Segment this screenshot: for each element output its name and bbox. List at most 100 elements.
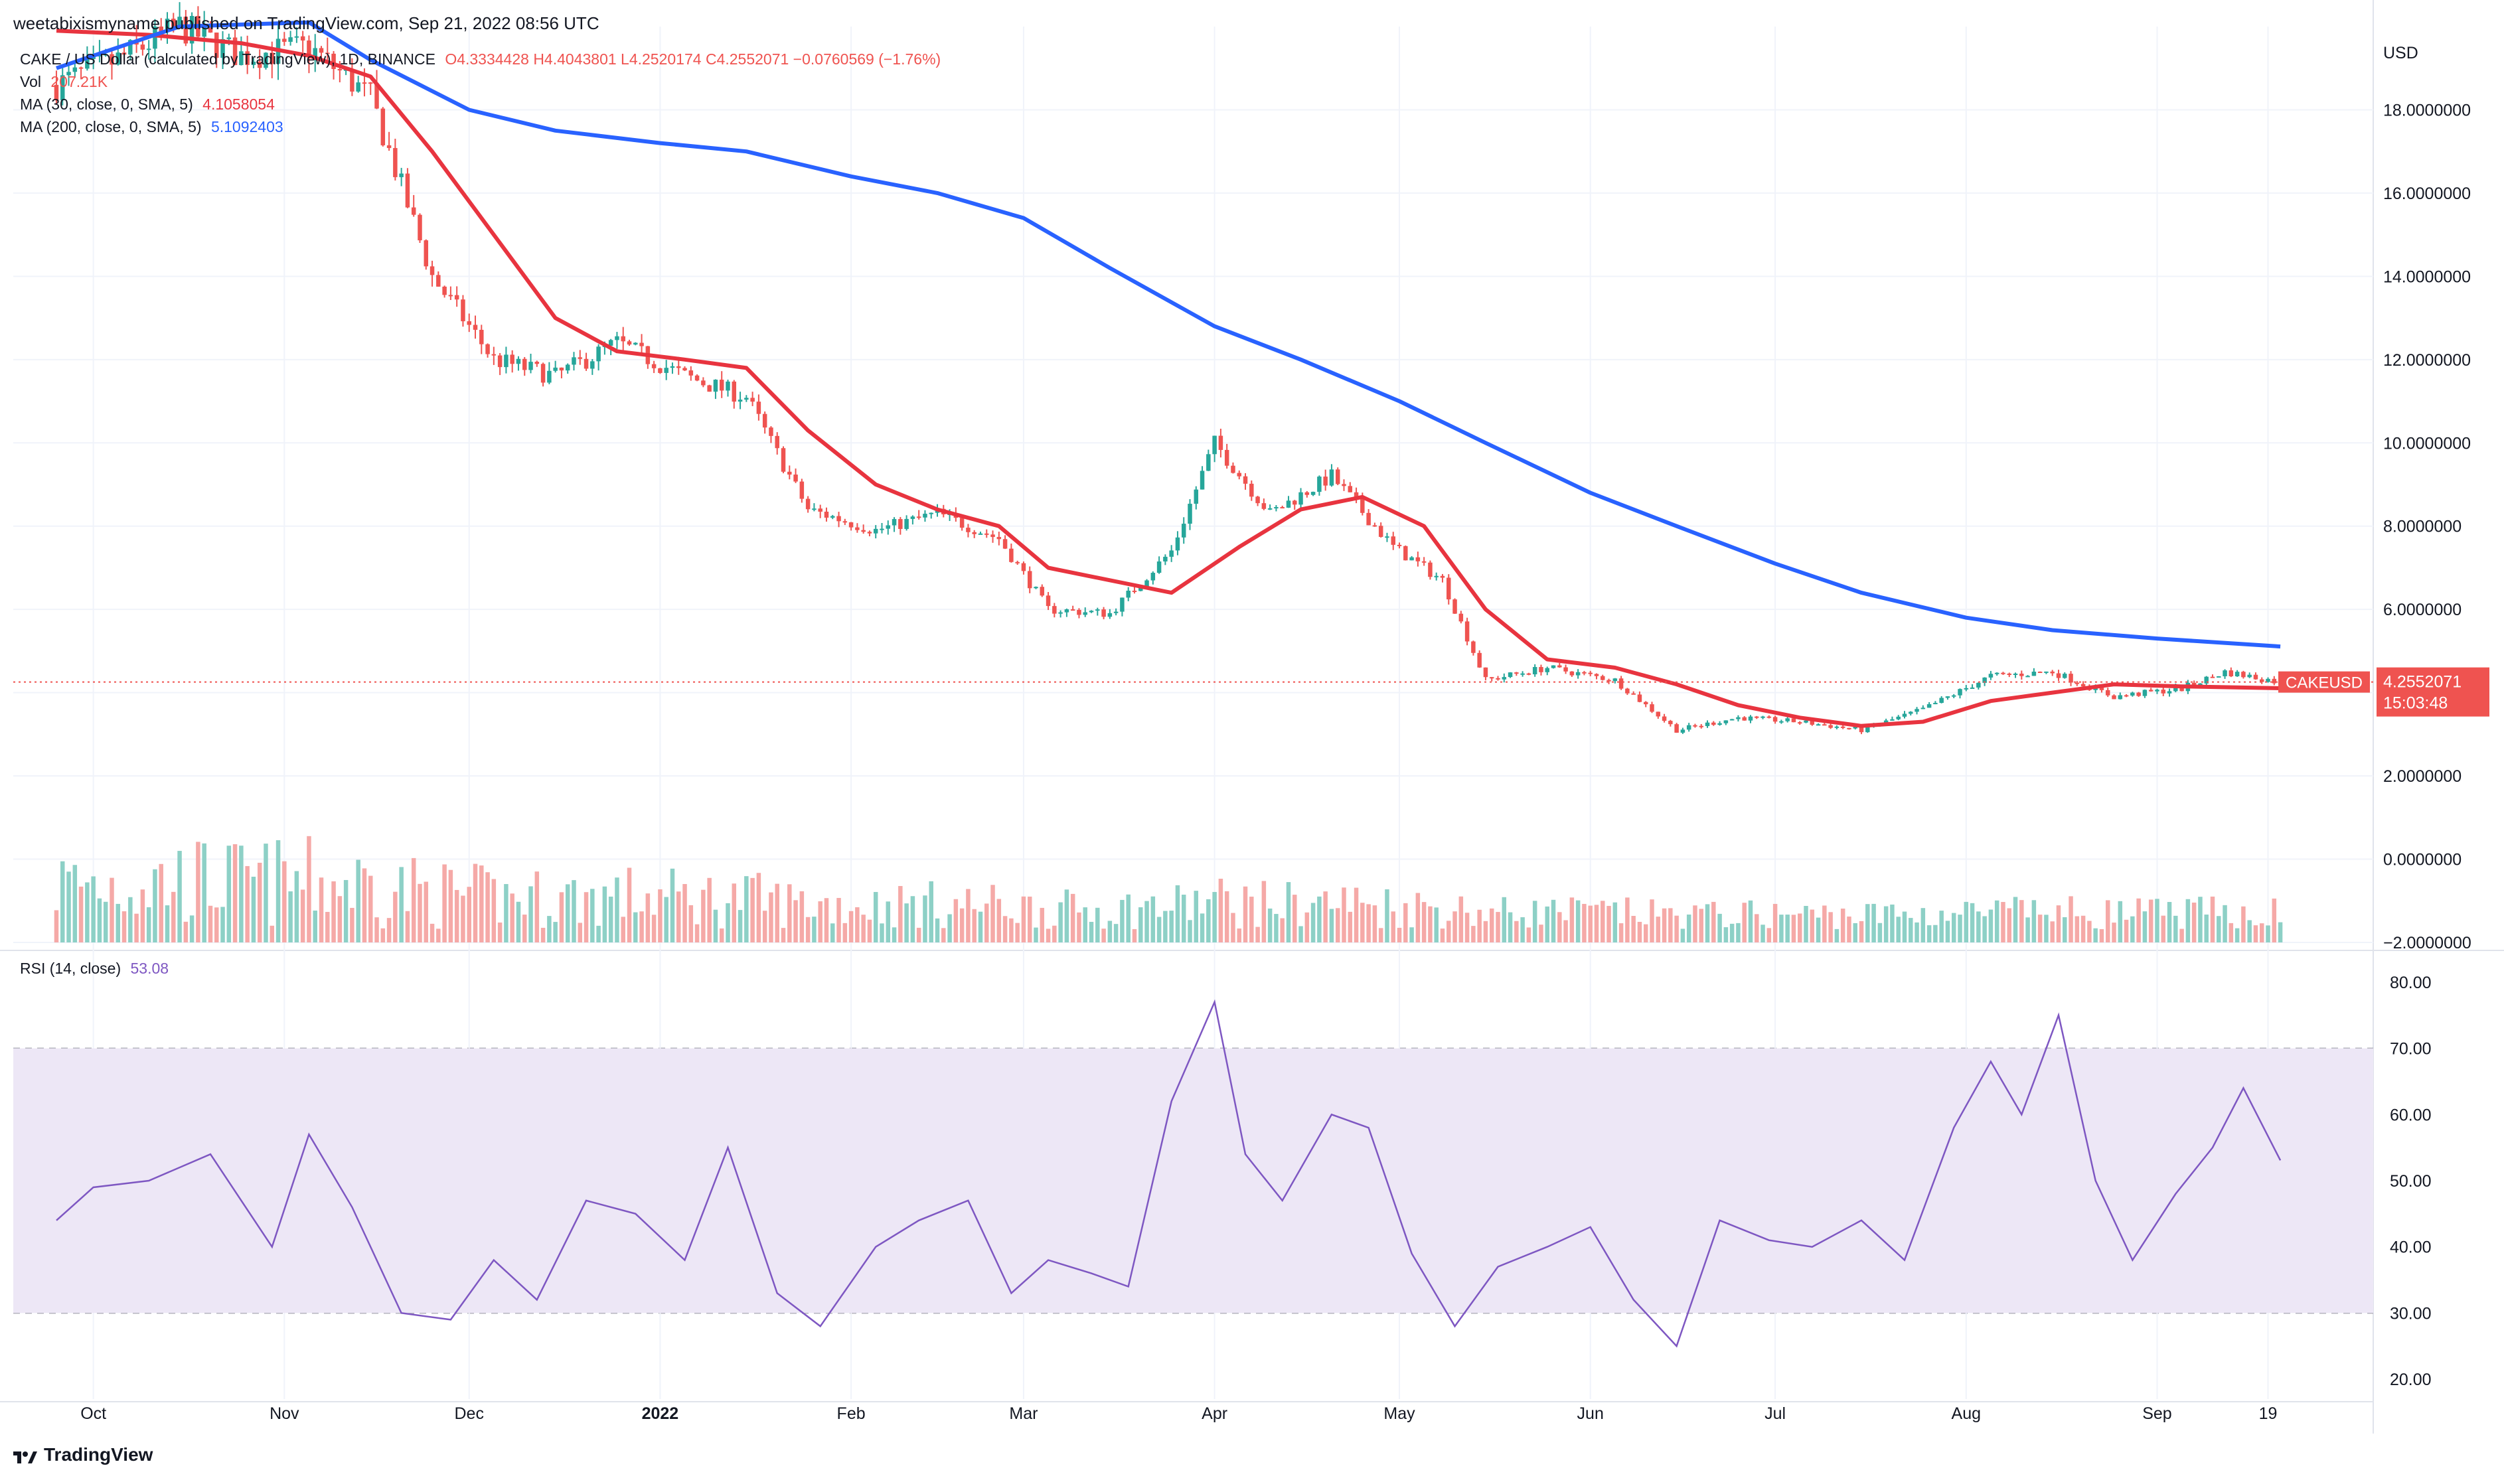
candle-body — [1816, 724, 1821, 726]
volume-bar — [1397, 927, 1402, 942]
candle-body — [1686, 725, 1691, 730]
candle-body — [2161, 690, 2166, 694]
candle-body — [1403, 546, 1408, 561]
volume-bar — [923, 895, 927, 942]
candle-body — [411, 207, 416, 215]
rsi-label[interactable]: RSI (14, close) — [20, 960, 121, 977]
volume-bar — [1385, 889, 1389, 942]
volume-bar — [2148, 899, 2153, 942]
candle-body — [1267, 508, 1273, 510]
candle-body — [651, 364, 657, 368]
volume-bar — [1477, 909, 1482, 942]
candle-body — [615, 336, 619, 340]
candle-body — [590, 361, 595, 369]
candle-body — [688, 370, 694, 376]
volume-bar — [1711, 901, 1716, 942]
volume-bar — [257, 862, 262, 942]
candle-body — [750, 398, 755, 402]
volume-bar — [1601, 901, 1605, 942]
volume-bar — [1231, 913, 1235, 942]
volume-bar — [467, 887, 471, 942]
candle-body — [1828, 725, 1833, 728]
candle-body — [1360, 498, 1365, 513]
candle-body — [984, 533, 989, 535]
volume-bar — [319, 877, 324, 942]
rsi-tick-label: 30.00 — [2390, 1304, 2432, 1323]
candle-body — [2099, 686, 2104, 690]
candle-body — [1378, 526, 1383, 537]
candle-body — [1834, 726, 1839, 728]
volume-bar — [1514, 921, 1519, 942]
volume-bar — [1779, 915, 1784, 942]
candle-body — [368, 82, 373, 84]
candle-body — [2241, 672, 2246, 678]
candle-body — [491, 354, 497, 356]
volume-bar — [651, 915, 657, 942]
volume-bar — [1317, 896, 1322, 942]
ohlc-values: O4.3334428 H4.4043801 L4.2520174 C4.2552… — [445, 50, 941, 68]
candle-body — [1526, 673, 1531, 675]
candle-body — [393, 148, 398, 177]
volume-bar — [1077, 912, 1081, 942]
price-tick-label: 16.0000000 — [2383, 185, 2471, 203]
volume-bar — [1618, 923, 1624, 942]
volume-bar — [116, 903, 121, 942]
candle-body — [842, 521, 848, 523]
candle-body — [627, 341, 632, 345]
volume-bar — [362, 868, 367, 942]
candle-body — [787, 471, 792, 475]
candle-body — [639, 342, 644, 346]
volume-bar — [861, 915, 866, 942]
rsi-tick-label: 20.00 — [2390, 1371, 2432, 1389]
ma30-label[interactable]: MA (30, close, 0, SMA, 5) — [20, 96, 193, 113]
candle-body — [670, 366, 675, 368]
candle-body — [732, 381, 737, 402]
candle-body — [1200, 471, 1205, 490]
volume-bar — [910, 896, 915, 942]
candle-body — [1138, 586, 1143, 591]
volume-bar — [707, 877, 712, 942]
volume-bar — [1588, 905, 1593, 942]
price-tick-label: 6.0000000 — [2383, 601, 2462, 619]
volume-bar — [1249, 897, 1254, 942]
volume-bar — [1089, 922, 1094, 942]
candle-body — [1452, 599, 1457, 614]
candle-body — [1126, 591, 1131, 598]
volume-bar — [251, 876, 256, 942]
candle-body — [1231, 465, 1235, 473]
volume-bar — [2217, 916, 2221, 942]
volume-bar — [2278, 922, 2283, 942]
candle-body — [1736, 717, 1741, 719]
candle-body — [1588, 672, 1593, 674]
candle-body — [116, 52, 121, 65]
volume-bar — [1705, 904, 1710, 942]
time-tick-label: May — [1383, 1404, 1415, 1423]
tradingview-logo[interactable]: TradingView — [13, 1444, 153, 1465]
candle-body — [873, 528, 878, 534]
volume-bar — [91, 876, 96, 942]
volume-bar — [1243, 886, 1248, 942]
candle-body — [1791, 718, 1796, 723]
candle-body — [153, 27, 157, 49]
candle-body — [1822, 724, 1827, 726]
candle-body — [738, 400, 743, 402]
symbol-title[interactable]: CAKE / US Dollar (calculated by TradingV… — [20, 50, 435, 68]
volume-bar — [824, 898, 829, 942]
time-tick-label: Sep — [2142, 1404, 2171, 1423]
candle-body — [880, 528, 884, 530]
ma200-label[interactable]: MA (200, close, 0, SMA, 5) — [20, 118, 202, 135]
volume-bar — [2112, 923, 2116, 942]
volume-bar — [424, 881, 429, 942]
candle-body — [294, 36, 299, 38]
volume-bar — [2118, 901, 2123, 942]
candle-body — [1009, 548, 1014, 562]
volume-bar — [898, 885, 903, 942]
volume-bar — [1372, 905, 1377, 942]
volume-label[interactable]: Vol — [20, 73, 41, 90]
volume-bar — [497, 923, 503, 942]
volume-bar — [1865, 904, 1870, 942]
volume-bar — [1877, 923, 1883, 942]
volume-bar — [1342, 887, 1346, 942]
ma200-line — [56, 20, 2281, 649]
candle-body — [1933, 703, 1938, 705]
